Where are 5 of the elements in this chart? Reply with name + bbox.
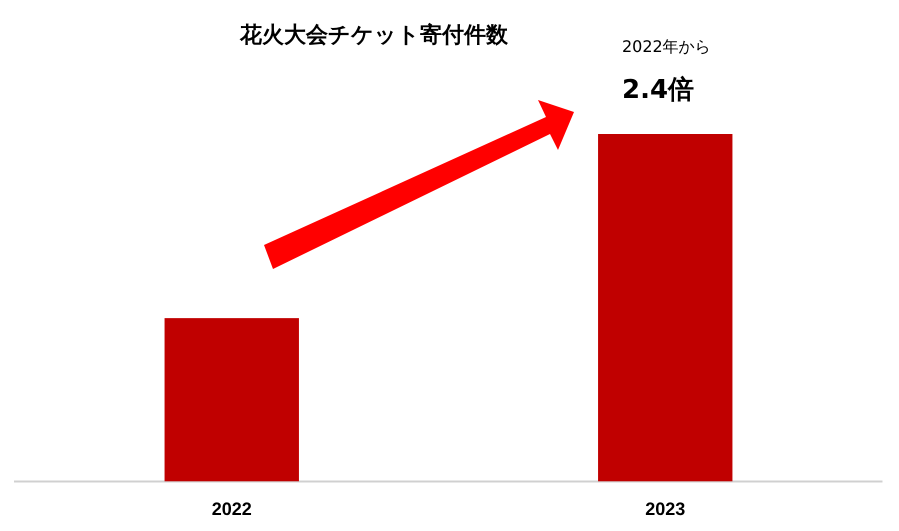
x-tick-label: 2022 xyxy=(212,499,252,520)
text: 2.4倍 xyxy=(622,74,694,107)
chart-title: 花火大会チケット寄付件数 xyxy=(240,22,508,50)
x-tick-label: 2023 xyxy=(645,499,686,520)
text: 2022年から xyxy=(622,37,711,58)
